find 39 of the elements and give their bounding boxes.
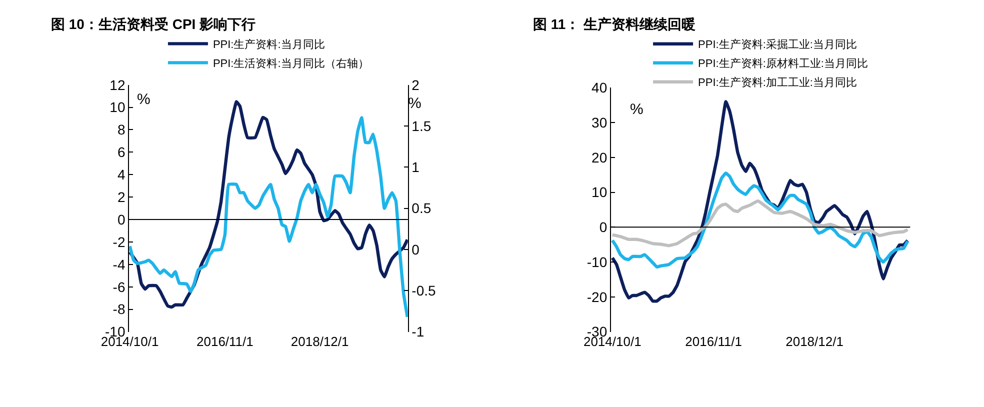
y-tick-label: 30 bbox=[592, 114, 608, 130]
y-tick-label: -8 bbox=[112, 301, 126, 318]
y-tick-label: 2 bbox=[117, 188, 126, 205]
y2-tick-label: 1.5 bbox=[412, 118, 432, 134]
y-tick-label: 0 bbox=[117, 211, 126, 228]
y-tick-label: 10 bbox=[110, 99, 126, 116]
y-tick-label: -4 bbox=[112, 256, 126, 272]
y2-tick-label: -0.5 bbox=[412, 282, 436, 299]
chart-title: 图 11： 生产资料继续回暖 bbox=[533, 16, 696, 32]
x-tick-label: 2018/12/1 bbox=[786, 334, 844, 349]
legend-label: PPI:生活资料:当月同比（右轴） bbox=[212, 56, 369, 70]
y-tick-label: 10 bbox=[592, 184, 608, 200]
x-tick-label: 2018/12/1 bbox=[290, 334, 349, 349]
y-tick-label: -6 bbox=[112, 278, 126, 295]
legend-label: PPI:生产资料:原材料工业:当月同比 bbox=[698, 57, 868, 70]
y2-tick-label: 0.5 bbox=[412, 200, 432, 216]
x-tick-label: 2016/11/1 bbox=[685, 334, 742, 349]
x-tick-label: 2016/11/1 bbox=[196, 334, 254, 349]
y-tick-label: -2 bbox=[112, 234, 126, 250]
y2-axis-title: % bbox=[408, 95, 422, 112]
y-tick-label: 12 bbox=[110, 76, 126, 93]
chart-title: 图 10：生活资料受 CPI 影响下行 bbox=[51, 16, 256, 32]
legend-label: PPI:生产资料:加工工业:当月同比 bbox=[698, 76, 857, 90]
y2-tick-label: 0 bbox=[412, 241, 420, 258]
y-tick-label: 8 bbox=[117, 122, 126, 138]
y-tick-label: 4 bbox=[117, 166, 126, 183]
y-tick-label: 20 bbox=[592, 149, 608, 166]
y2-tick-label: -1 bbox=[412, 324, 424, 340]
y-tick-label: 40 bbox=[592, 80, 608, 96]
y-tick-label: 6 bbox=[117, 144, 126, 160]
y-tick-label: -10 bbox=[586, 254, 608, 270]
legend-label: PPI:生产资料:当月同比 bbox=[212, 38, 325, 51]
y-axis-title: % bbox=[137, 91, 150, 108]
y-axis-title: % bbox=[630, 101, 644, 118]
y-tick-label: 0 bbox=[599, 219, 608, 236]
y2-tick-label: 2 bbox=[412, 76, 420, 93]
y-tick-label: -20 bbox=[586, 288, 608, 305]
y2-tick-label: 1 bbox=[412, 159, 420, 176]
legend-label: PPI:生产资料:采掘工业:当月同比 bbox=[698, 38, 857, 52]
